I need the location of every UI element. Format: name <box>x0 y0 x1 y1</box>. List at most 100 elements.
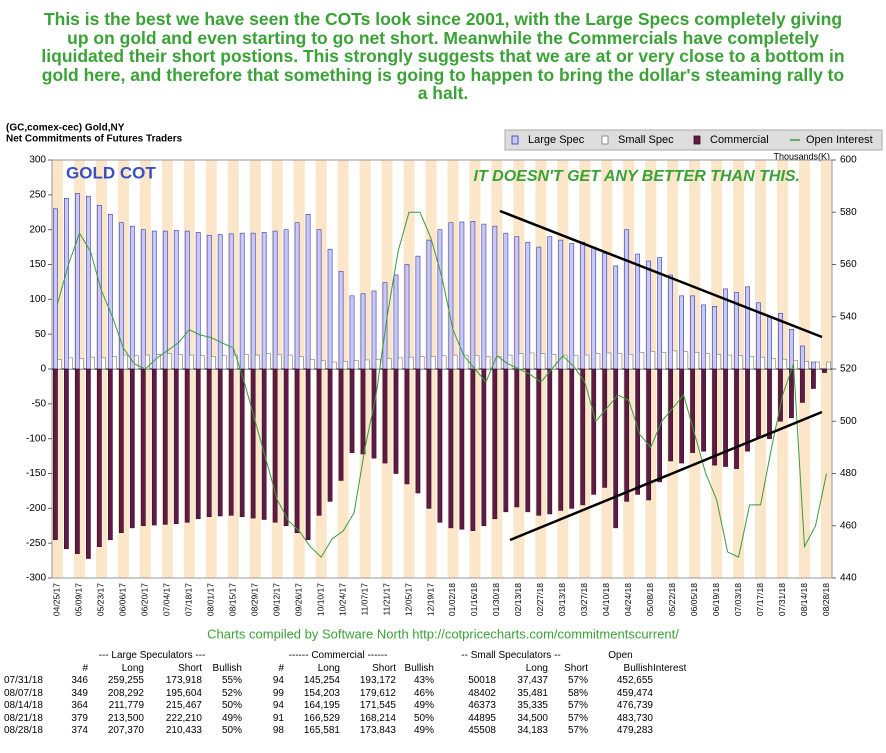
bar <box>90 356 95 370</box>
table-cell: 43% <box>413 675 434 686</box>
bar <box>459 368 465 530</box>
table-cell: 34,500 <box>517 712 548 724</box>
table-body: --- Large Speculators --- ------ Commerc… <box>4 650 686 738</box>
legend: Large Spec Small Spec Commercial Open Inter… <box>504 129 883 151</box>
table-cell: 50% <box>221 725 242 736</box>
table-cell: 346 <box>71 675 88 686</box>
table-cell: 165,581 <box>303 725 340 736</box>
bar <box>507 354 513 370</box>
table-row: 08/21/18 379 213,500 222,210 49% 91 166,529 168… <box>4 713 686 726</box>
bar <box>712 305 717 370</box>
bar <box>415 368 421 494</box>
header-cell: Long <box>121 662 144 674</box>
bar <box>617 353 623 370</box>
cot-table: --- Large Speculators --- ------ Commerc… <box>4 650 686 738</box>
bar <box>140 368 146 527</box>
legend-swatch <box>693 135 701 145</box>
bar <box>448 368 454 529</box>
bar <box>327 248 333 370</box>
header-cell <box>434 663 496 676</box>
bar <box>123 354 128 370</box>
chart: (GC,comex-cec) Gold,NY Net Commitments o… <box>6 122 883 642</box>
bar <box>470 221 476 370</box>
bar <box>437 229 443 370</box>
bar <box>624 368 630 502</box>
table-cell: 50% <box>413 712 434 724</box>
bar <box>184 368 190 523</box>
table-cell: 193,172 <box>359 675 396 686</box>
legend-swatch <box>601 135 609 145</box>
table-cell: 179,612 <box>359 687 396 699</box>
x-tick-label: 10/24/17 <box>337 583 347 616</box>
table-cell: 46373 <box>468 700 496 711</box>
header-cell: Short <box>178 662 202 674</box>
bar <box>580 241 586 370</box>
table-cell: 07/31/18 <box>4 675 43 686</box>
table-cell: 91 <box>272 712 284 724</box>
bar <box>272 230 278 370</box>
table-cell: 58% <box>567 687 588 699</box>
bar <box>408 356 414 370</box>
bar <box>815 361 820 370</box>
x-tick-label: 11/21/17 <box>381 583 391 616</box>
bar <box>79 358 84 370</box>
table-cell: 452,655 <box>616 675 653 686</box>
bar <box>602 253 608 370</box>
bar <box>738 355 744 370</box>
bar <box>129 368 135 529</box>
table-cell: 08/07/18 <box>4 687 43 699</box>
bar <box>518 353 524 370</box>
bar <box>338 271 344 370</box>
bar <box>305 214 311 370</box>
header-cell: Interest <box>653 662 687 674</box>
bar <box>426 239 432 370</box>
bar <box>118 368 124 534</box>
x-tick-label: 07/18/17 <box>184 583 194 616</box>
table-cell: 08/14/18 <box>4 700 43 711</box>
x-tick-label: 07/03/18 <box>733 583 743 616</box>
bar <box>628 354 634 370</box>
table-cell: 46% <box>413 687 434 699</box>
bar <box>760 356 766 370</box>
table-cell: 154,203 <box>303 687 340 699</box>
table-cell: 57% <box>567 712 588 724</box>
table-cell: 94 <box>272 675 284 686</box>
bar <box>811 368 816 389</box>
bar <box>338 368 344 481</box>
bar <box>349 368 355 453</box>
bar <box>514 368 520 508</box>
y2-tick-label: 580 <box>840 207 857 218</box>
bar <box>162 230 168 370</box>
bar <box>646 260 652 370</box>
bar <box>613 368 619 529</box>
group-header: --- Large Speculators --- <box>98 650 206 661</box>
y2-tick-label: 480 <box>840 468 857 479</box>
bar <box>393 368 399 474</box>
bar <box>551 354 557 370</box>
bar <box>419 356 425 370</box>
bar <box>514 236 520 370</box>
table-cell: 37,437 <box>517 675 548 686</box>
bar <box>140 229 146 370</box>
table-cell: 08/28/18 <box>4 725 43 736</box>
bar <box>690 295 695 370</box>
bar <box>173 230 179 370</box>
y-tick-label: -100 <box>26 433 46 444</box>
bar <box>591 368 597 495</box>
table-cell: 349 <box>71 687 88 699</box>
x-tick-label: 09/12/17 <box>271 583 281 616</box>
y-tick-label: -150 <box>26 468 46 479</box>
table-cell: 164,195 <box>303 700 340 711</box>
x-tick-label: 05/23/17 <box>96 583 106 616</box>
y-tick-label: -250 <box>26 538 46 549</box>
bar <box>701 304 706 370</box>
bar <box>595 353 601 370</box>
header-cell: Bullish <box>623 662 653 674</box>
bar <box>496 356 502 370</box>
bar <box>195 232 201 370</box>
bar <box>826 361 831 370</box>
bar <box>228 233 234 370</box>
bar <box>217 234 223 370</box>
bar <box>107 214 113 370</box>
bar <box>101 357 106 370</box>
